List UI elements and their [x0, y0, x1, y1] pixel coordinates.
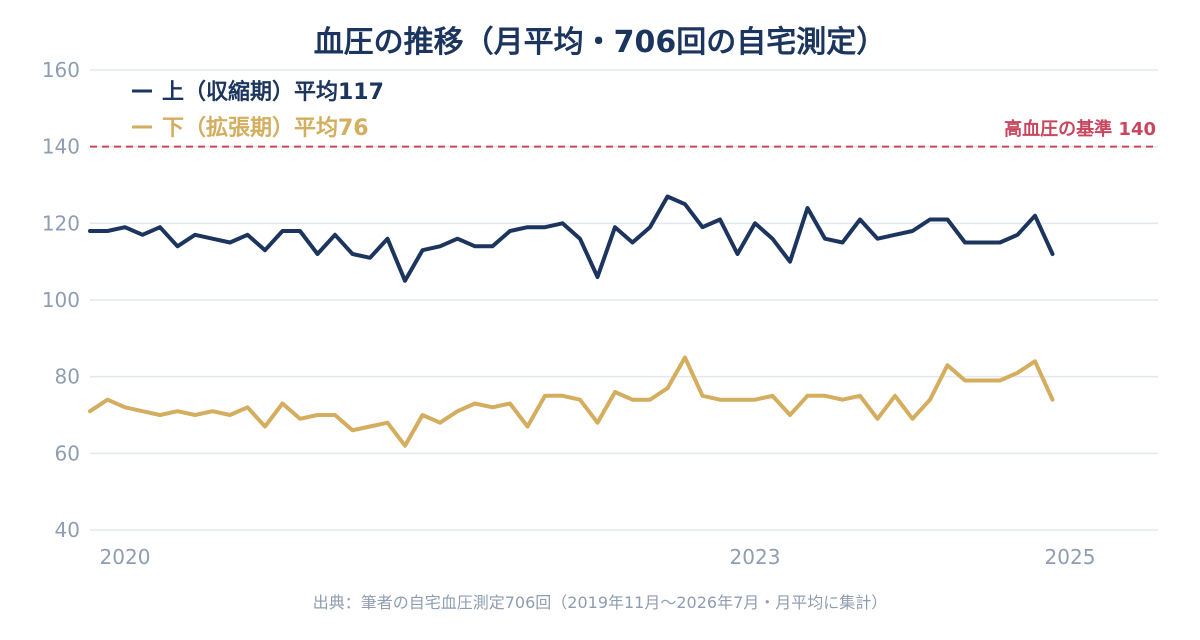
- x-tick-label: 2020: [100, 545, 151, 569]
- source-note: 出典：筆者の自宅血圧測定706回（2019年11月〜2026年7月・月平均に集計…: [313, 593, 888, 612]
- y-tick-label: 120: [42, 211, 80, 235]
- series-line-diastolic: [88, 355, 1055, 448]
- chart-title: 血圧の推移（月平均・706回の自宅測定）: [314, 25, 887, 60]
- reference-line-label: 高血圧の基準 140: [1004, 118, 1156, 140]
- y-tick-label: 140: [42, 135, 80, 159]
- y-tick-label: 80: [55, 365, 80, 389]
- y-tick-label: 60: [55, 441, 80, 465]
- y-tick-label: 40: [55, 518, 80, 542]
- x-axis-ticks: 2020202320252026: [100, 545, 1096, 569]
- legend: 上（収縮期）平均117 下（拡張期）平均76: [132, 79, 384, 141]
- y-axis-ticks: 40 60 80 100 120 140 160: [42, 58, 80, 542]
- series-lines: [88, 194, 1055, 448]
- y-tick-label: 100: [42, 288, 80, 312]
- x-tick-label: 2025: [1045, 545, 1096, 569]
- y-tick-label: 160: [42, 58, 80, 82]
- legend-label-diastolic: 下（拡張期）平均76: [162, 115, 369, 141]
- series-line-systolic: [88, 194, 1055, 283]
- x-tick-label: 2023: [730, 545, 781, 569]
- legend-label-systolic: 上（収縮期）平均117: [162, 79, 384, 105]
